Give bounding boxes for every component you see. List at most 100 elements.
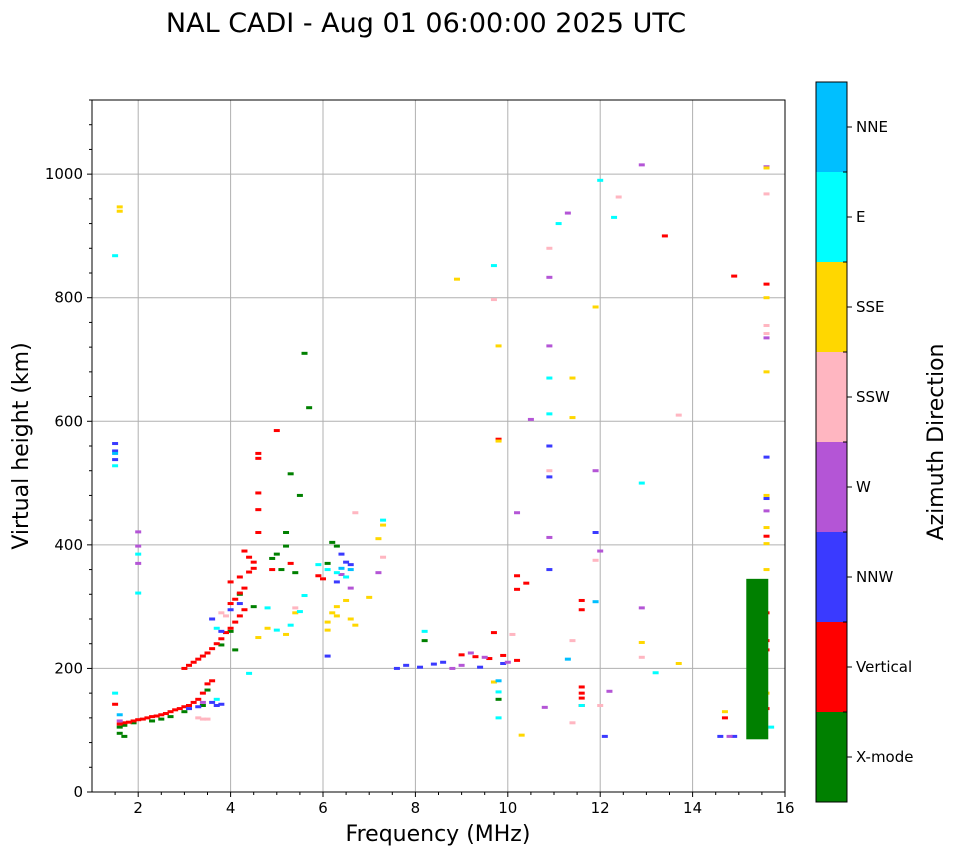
data-point: [495, 344, 502, 348]
colorbar-swatch: [816, 532, 847, 622]
x-tick-label: 16: [775, 799, 794, 817]
data-point: [236, 614, 243, 618]
data-point: [112, 458, 119, 462]
data-point: [292, 571, 299, 575]
data-point: [486, 657, 493, 661]
data-point: [213, 697, 220, 701]
colorbar-label-item: SSW: [856, 388, 890, 406]
data-point: [375, 537, 382, 541]
colorbar-swatch: [816, 262, 847, 352]
y-tick-label: 0: [73, 783, 83, 801]
data-point: [333, 580, 340, 584]
data-point: [597, 704, 604, 707]
data-point: [287, 561, 294, 565]
chart-title: NAL CADI - Aug 01 06:00:00 2025 UTC: [166, 8, 686, 39]
data-point: [763, 455, 770, 459]
data-point: [578, 598, 585, 602]
data-point: [222, 614, 229, 618]
y-tick-label: 600: [54, 412, 83, 430]
data-point: [227, 626, 234, 630]
data-point: [186, 663, 193, 667]
colorbar-swatch: [816, 172, 847, 262]
data-point: [514, 574, 521, 578]
data-point: [112, 254, 119, 258]
data-point: [324, 620, 331, 624]
data-point: [236, 575, 243, 579]
data-point: [490, 631, 497, 635]
x-axis-label: Frequency (MHz): [346, 822, 531, 847]
data-point: [453, 277, 460, 281]
data-point: [218, 611, 225, 615]
data-point: [578, 608, 585, 612]
x-tick-label: 2: [133, 799, 143, 817]
data-point: [514, 511, 521, 515]
data-point: [546, 412, 553, 416]
data-point: [546, 475, 553, 479]
data-point: [199, 691, 206, 695]
data-point: [144, 716, 151, 720]
data-point: [315, 574, 322, 578]
data-point: [116, 719, 123, 723]
data-point: [195, 716, 202, 720]
data-point: [380, 555, 387, 559]
data-point: [495, 716, 502, 720]
data-point: [546, 376, 553, 380]
data-point: [329, 540, 336, 544]
data-point: [186, 707, 193, 711]
y-axis-label: Virtual height (km): [9, 342, 34, 549]
data-point: [250, 605, 257, 609]
data-point: [269, 556, 276, 560]
data-point: [509, 632, 516, 636]
data-point: [273, 628, 280, 632]
data-point: [514, 658, 521, 662]
data-point: [578, 704, 585, 707]
data-point: [264, 606, 271, 610]
colorbar-swatch: [816, 352, 847, 442]
y-axis-ticks: 0 200 400 600 800 1000: [45, 99, 92, 801]
data-point: [241, 608, 248, 612]
data-point: [763, 332, 770, 336]
data-point: [569, 416, 576, 420]
data-point: [116, 722, 123, 726]
data-point: [195, 705, 202, 709]
data-point: [546, 568, 553, 572]
data-point: [343, 575, 350, 579]
data-point: [527, 417, 534, 421]
data-point: [112, 691, 119, 695]
data-point: [190, 700, 197, 704]
data-point: [352, 623, 359, 627]
data-point: [763, 296, 770, 300]
data-point: [255, 491, 262, 495]
data-point: [569, 721, 576, 725]
data-point: [125, 720, 132, 724]
colorbar-swatch: [816, 82, 847, 172]
data-point: [250, 566, 257, 570]
data-point: [380, 518, 387, 522]
colorbar-swatch: [816, 622, 847, 712]
data-point: [763, 568, 770, 572]
data-point: [324, 568, 331, 572]
data-point: [324, 628, 331, 632]
data-point: [116, 713, 123, 717]
data-point: [731, 274, 738, 278]
data-point: [606, 689, 613, 693]
data-point: [333, 614, 340, 618]
data-point: [638, 481, 645, 485]
data-point: [278, 568, 285, 572]
data-point: [204, 651, 211, 655]
data-point: [347, 568, 354, 572]
data-point: [149, 715, 156, 719]
data-point: [172, 708, 179, 712]
data-point: [149, 719, 156, 723]
data-point: [139, 717, 146, 721]
data-point: [199, 700, 206, 704]
x-mode-bar: [746, 578, 769, 740]
data-point: [523, 581, 530, 585]
data-point: [546, 275, 553, 279]
data-point: [403, 663, 410, 667]
data-point: [458, 663, 465, 667]
data-point: [287, 623, 294, 627]
data-point: [218, 637, 225, 641]
data-point: [763, 493, 770, 497]
data-point: [222, 631, 229, 635]
